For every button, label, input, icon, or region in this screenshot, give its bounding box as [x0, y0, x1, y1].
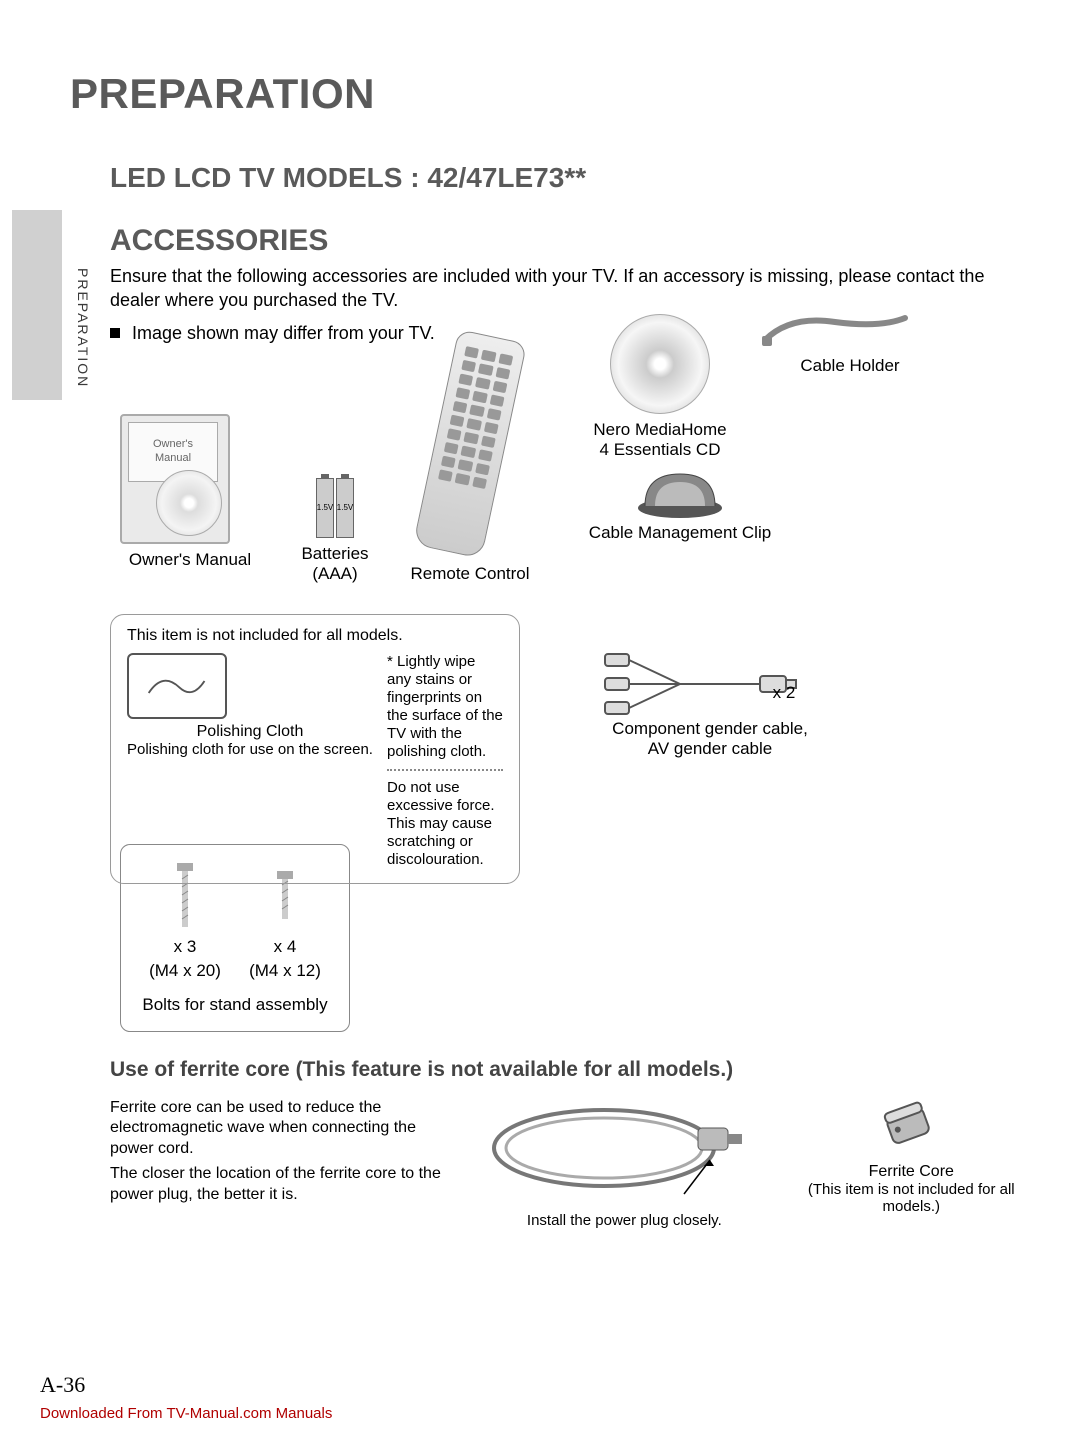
- intro-paragraph: Ensure that the following accessories ar…: [110, 264, 1020, 313]
- model-heading: LED LCD TV MODELS : 42/47LE73**: [110, 162, 1020, 194]
- cd-illustration: [610, 314, 710, 414]
- bolt-a-qty: x 3: [174, 937, 197, 957]
- owners-manual-illustration: Owner's Manual: [120, 414, 230, 544]
- polishing-cloth-illustration: [127, 653, 227, 719]
- component-cable-label: Component gender cable, AV gender cable: [570, 719, 850, 759]
- accessory-owners-manual: Owner's Manual Owner's Manual: [120, 414, 260, 570]
- component-qty-label: x 2: [764, 683, 804, 703]
- polish-cloth-label: Polishing Cloth: [127, 723, 373, 741]
- polish-tip1: * Lightly wipe any stains or fingerprint…: [387, 653, 503, 761]
- bolt-b-qty: x 4: [274, 937, 297, 957]
- owners-manual-label: Owner's Manual: [120, 550, 260, 570]
- bolt-b-size: (M4 x 12): [249, 961, 321, 981]
- accessory-remote: Remote Control: [390, 334, 550, 584]
- polishing-cloth-box: This item is not included for all models…: [110, 614, 520, 884]
- accessory-cable-clip: Cable Management Clip: [570, 464, 790, 543]
- accessory-component-cable: x 2 Component gender cable, AV gender ca…: [570, 644, 850, 759]
- manual-inner-line2: Manual: [155, 452, 191, 465]
- accessory-nero-cd: Nero MediaHome 4 Essentials CD: [570, 314, 750, 461]
- polish-box-heading: This item is not included for all models…: [127, 627, 503, 645]
- cable-clip-label: Cable Management Clip: [570, 523, 790, 543]
- battery-icon: 1.5V: [316, 478, 334, 538]
- accessories-grid: Owner's Manual Owner's Manual 1.5V 1.5V …: [110, 354, 1020, 814]
- cd-icon: [156, 470, 222, 536]
- batteries-illustration: 1.5V 1.5V: [290, 478, 380, 538]
- bolt-a-size: (M4 x 20): [149, 961, 221, 981]
- cable-holder-label: Cable Holder: [760, 356, 940, 376]
- ferrite-core-label: Ferrite Core: [803, 1163, 1021, 1181]
- cable-holder-illustration: [760, 310, 910, 350]
- accessories-heading: ACCESSORIES: [110, 224, 1020, 258]
- ferrite-core-note: (This item is not included for all model…: [803, 1181, 1021, 1215]
- accessory-batteries: 1.5V 1.5V Batteries (AAA): [290, 478, 380, 585]
- ferrite-cable-illustration: Install the power plug closely.: [466, 1098, 782, 1229]
- page-title: PREPARATION: [70, 70, 1020, 118]
- remote-control-illustration: [413, 329, 527, 559]
- ferrite-install-note: Install the power plug closely.: [466, 1212, 782, 1229]
- cable-clip-illustration: [635, 464, 725, 519]
- bolts-label: Bolts for stand assembly: [135, 995, 335, 1015]
- manual-inner-line1: Owner's: [153, 438, 193, 451]
- ferrite-text2: The closer the location of the ferrite c…: [110, 1164, 446, 1206]
- page-content: PREPARATION LED LCD TV MODELS : 42/47LE7…: [0, 0, 1080, 1269]
- ferrite-row: Ferrite core can be used to reduce the e…: [110, 1098, 1020, 1229]
- ferrite-core-block: Ferrite Core (This item is not included …: [803, 1098, 1021, 1215]
- ferrite-core-illustration: [876, 1098, 946, 1158]
- polish-tip2: Do not use excessive force. This may cau…: [387, 779, 503, 869]
- battery-icon: 1.5V: [336, 478, 354, 538]
- ferrite-heading: Use of ferrite core (This feature is not…: [110, 1058, 1020, 1082]
- ferrite-text1: Ferrite core can be used to reduce the e…: [110, 1098, 446, 1160]
- square-bullet-icon: [110, 328, 120, 338]
- page-number: A-36: [40, 1372, 85, 1398]
- dotted-divider: [387, 769, 503, 771]
- nero-cd-label: Nero MediaHome 4 Essentials CD: [570, 420, 750, 461]
- polish-cloth-sub: Polishing cloth for use on the screen.: [127, 741, 373, 758]
- remote-label: Remote Control: [390, 564, 550, 584]
- download-source-text: Downloaded From TV-Manual.com Manuals: [40, 1405, 332, 1422]
- accessory-cable-holder: Cable Holder: [760, 310, 940, 376]
- batteries-label: Batteries (AAA): [290, 544, 380, 585]
